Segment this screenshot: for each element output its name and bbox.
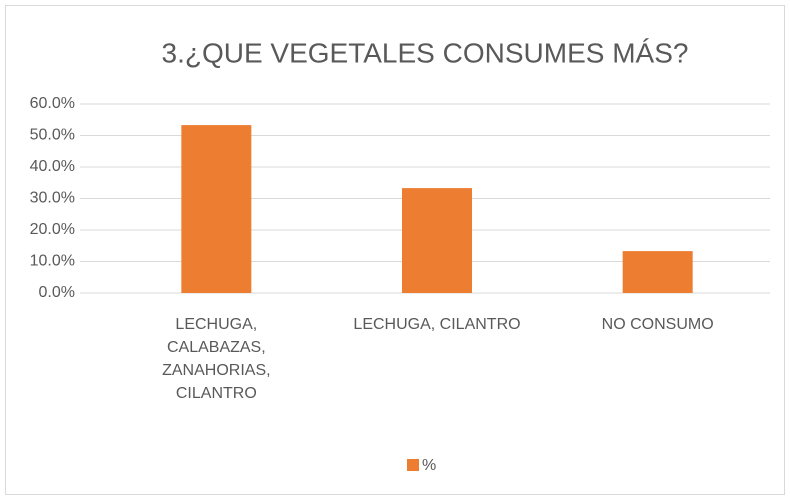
y-tick-label: 50.0% (30, 127, 75, 144)
legend-label: % (422, 457, 436, 474)
y-tick-label: 20.0% (30, 221, 75, 238)
y-tick-label: 0.0% (39, 284, 75, 301)
bar (181, 125, 252, 293)
x-tick-label: NO CONSUMO (601, 316, 714, 333)
bar (622, 251, 693, 293)
x-tick-label: LECHUGA, CILANTRO (353, 316, 521, 333)
chart-border (5, 5, 785, 495)
legend-swatch (407, 459, 419, 471)
x-tick-label: LECHUGA, CALABAZAS, ZANAHORIAS, CILANTRO (162, 316, 271, 402)
y-tick-label: 30.0% (30, 190, 75, 207)
y-tick-label: 10.0% (30, 253, 75, 270)
y-tick-label: 60.0% (30, 95, 75, 112)
bar (402, 188, 472, 293)
y-tick-label: 40.0% (30, 158, 75, 175)
chart-title: 3.¿QUE VEGETALES CONSUMES MÁS? (162, 37, 689, 68)
